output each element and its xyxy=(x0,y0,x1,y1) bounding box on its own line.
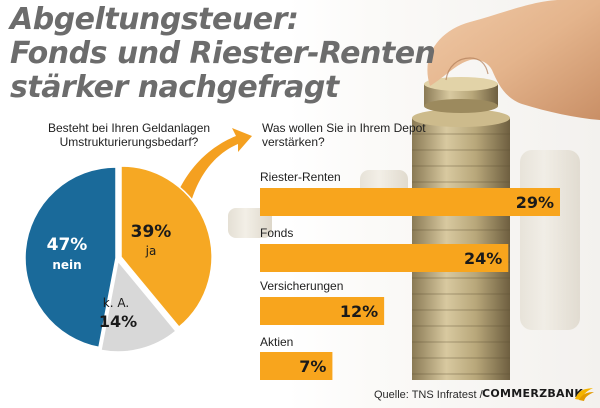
bar xyxy=(260,244,509,272)
title-line-2: Fonds und Riester-Renten xyxy=(10,36,436,71)
bar-question: Was wollen Sie in Ihrem Depot verstärken… xyxy=(262,121,426,149)
bar xyxy=(260,352,333,380)
source-label: Quelle: TNS Infratest / xyxy=(374,389,483,401)
brand-name: COMMERZBANK xyxy=(482,387,584,400)
commerzbank-ribbon-icon xyxy=(575,388,594,401)
pie-slice-label: k. A. xyxy=(103,296,129,310)
bar-value-label: 24% xyxy=(464,249,502,268)
pie-value-label: 47% xyxy=(47,235,88,255)
pie-slice-ja xyxy=(120,165,213,329)
pie-slice-label: ja xyxy=(145,244,157,258)
pie-slice-nein xyxy=(24,166,117,349)
bar-category-label: Fonds xyxy=(260,226,293,240)
bar-value-label: 7% xyxy=(299,357,326,376)
bar-category-label: Aktien xyxy=(260,335,293,349)
bar-value-label: 12% xyxy=(340,302,378,321)
pie-slice-label: nein xyxy=(52,258,81,272)
pie-slice-ka xyxy=(100,259,178,353)
pie-question: Besteht bei Ihren Geldanlagen Umstruktur… xyxy=(47,121,211,149)
bar xyxy=(260,188,560,216)
title-line-1: Abgeltungsteuer: xyxy=(10,2,299,37)
bar-value-label: 29% xyxy=(516,193,554,212)
title-line-3: stärker nachgefragt xyxy=(10,70,339,105)
pie-value-label: 14% xyxy=(99,312,137,331)
bar-category-label: Versicherungen xyxy=(260,279,343,293)
bar-category-label: Riester-Renten xyxy=(260,170,341,184)
pie-value-label: 39% xyxy=(131,222,172,242)
bar xyxy=(260,297,385,325)
